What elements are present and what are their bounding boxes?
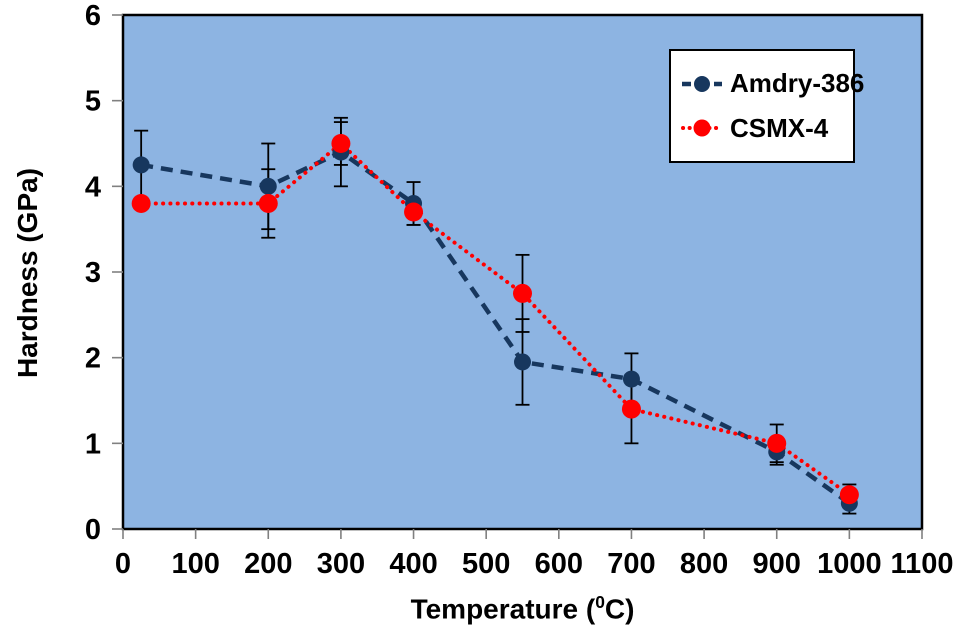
y-tick-label: 6 xyxy=(85,0,101,32)
data-point-csmx-4 xyxy=(258,193,278,213)
x-axis-title-prefix: Temperature ( xyxy=(410,593,596,625)
x-tick-label: 300 xyxy=(317,548,365,580)
dotted-line-marker-icon xyxy=(681,119,723,137)
x-tick-label: 200 xyxy=(244,548,292,580)
x-axis-title-suffix: C) xyxy=(604,593,635,625)
y-tick-label: 0 xyxy=(85,514,101,546)
y-tick-label: 2 xyxy=(85,343,101,375)
x-tick-label: 500 xyxy=(462,548,510,580)
legend-label-csmx-4: CSMX-4 xyxy=(730,112,829,143)
legend-label-amdry-386: Amdry-386 xyxy=(730,68,865,99)
data-point-amdry-386 xyxy=(259,177,277,195)
x-tick-label: 400 xyxy=(389,548,437,580)
data-point-amdry-386 xyxy=(622,370,640,388)
x-axis-title-superscript: 0 xyxy=(595,592,605,612)
x-tick-label: 700 xyxy=(607,548,655,580)
x-tick-label: 1100 xyxy=(891,548,954,580)
x-axis-title: Temperature (0C) xyxy=(123,592,922,632)
legend-item-amdry-386: Amdry-386 xyxy=(681,68,864,99)
x-tick-label: 0 xyxy=(115,548,131,580)
data-point-csmx-4 xyxy=(839,485,859,505)
data-point-csmx-4 xyxy=(331,134,351,153)
legend: Amdry-386 CSMX-4 xyxy=(669,49,864,163)
data-point-csmx-4 xyxy=(404,202,424,222)
data-point-csmx-4 xyxy=(513,283,532,303)
x-tick-label: 600 xyxy=(535,548,583,580)
y-tick-label: 5 xyxy=(85,86,101,118)
y-tick-label: 1 xyxy=(85,428,101,460)
x-tick-label: 900 xyxy=(753,548,801,580)
data-point-amdry-386 xyxy=(132,156,150,174)
data-point-csmx-4 xyxy=(621,399,641,419)
dashed-line-marker-icon xyxy=(682,75,722,92)
x-tick-label: 800 xyxy=(680,548,728,580)
y-tick-label: 3 xyxy=(85,257,101,289)
data-point-csmx-4 xyxy=(767,433,787,453)
x-tick-label: 1000 xyxy=(817,548,882,580)
y-tick-label: 4 xyxy=(85,171,101,203)
data-point-amdry-386 xyxy=(514,353,531,371)
y-axis-title: Hardness (GPa) xyxy=(12,167,43,379)
legend-item-csmx-4: CSMX-4 xyxy=(681,113,849,144)
series-line-amdry-386 xyxy=(140,149,851,506)
x-tick-label: 100 xyxy=(171,548,219,580)
data-point-csmx-4 xyxy=(131,193,151,213)
